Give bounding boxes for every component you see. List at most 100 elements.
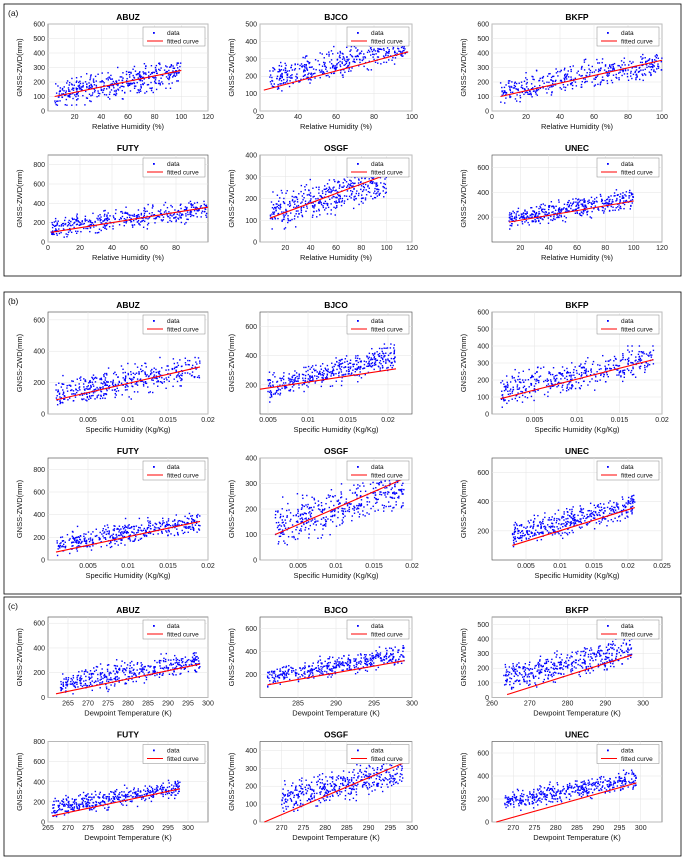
data-point [541, 208, 543, 211]
data-point [55, 103, 57, 106]
legend-data-label: data [371, 464, 384, 471]
data-point [622, 353, 624, 355]
data-point [631, 67, 633, 69]
data-point [337, 503, 340, 505]
data-point [318, 188, 320, 191]
data-point [585, 74, 587, 77]
data-point [183, 526, 185, 528]
data-point [78, 224, 81, 226]
data-point [551, 383, 553, 385]
data-point [608, 202, 610, 205]
data-point [609, 359, 612, 361]
data-point [374, 61, 377, 64]
data-point [576, 372, 578, 374]
data-point [571, 374, 573, 376]
data-point [57, 220, 59, 222]
data-point [356, 50, 358, 52]
data-point [100, 382, 102, 384]
data-point [610, 70, 612, 72]
data-point [129, 90, 132, 92]
data-point [55, 232, 58, 235]
data-point [184, 515, 186, 518]
data-point [173, 72, 176, 74]
data-point [170, 73, 172, 75]
data-point [592, 360, 595, 363]
data-point [363, 360, 366, 362]
data-point [383, 356, 385, 358]
data-point [142, 383, 145, 386]
data-point [647, 364, 649, 367]
data-point [649, 351, 652, 353]
data-point [75, 548, 78, 550]
data-point [597, 83, 599, 86]
data-point [503, 400, 505, 402]
data-point [165, 210, 167, 212]
data-point [269, 401, 271, 403]
data-point [104, 209, 106, 212]
data-point [173, 519, 176, 522]
data-point [291, 200, 294, 202]
data-point [297, 216, 299, 218]
data-point [121, 531, 123, 533]
data-point [170, 533, 172, 535]
data-point [586, 213, 589, 216]
data-point [155, 377, 157, 380]
data-point [142, 217, 144, 220]
data-point [535, 220, 537, 222]
data-point [321, 196, 323, 199]
data-point [648, 71, 651, 73]
data-point [305, 55, 307, 57]
data-point [110, 89, 113, 91]
data-point [519, 381, 522, 384]
data-point [530, 382, 532, 385]
data-point [343, 366, 345, 369]
data-point [335, 68, 337, 70]
data-point [129, 219, 132, 222]
data-point [509, 88, 511, 91]
data-point [76, 525, 79, 528]
data-point [155, 64, 158, 67]
data-point [517, 210, 519, 213]
data-point [319, 365, 322, 367]
data-point [190, 528, 192, 530]
data-point [126, 82, 128, 84]
data-point [379, 360, 382, 362]
data-point [401, 55, 403, 57]
data-point [170, 64, 173, 66]
data-point [536, 370, 538, 373]
data-point [565, 76, 567, 78]
data-point [128, 214, 130, 216]
data-point [554, 218, 556, 221]
data-point [292, 374, 294, 377]
data-point [344, 508, 346, 510]
data-point [379, 369, 381, 371]
data-point [611, 64, 613, 66]
data-point [368, 60, 371, 63]
data-point [391, 510, 393, 512]
data-point [386, 347, 389, 349]
y-tick-label: 300 [477, 65, 489, 72]
data-point [142, 76, 145, 79]
data-point [322, 528, 324, 530]
data-point [196, 363, 198, 365]
data-point [271, 217, 273, 220]
data-point [528, 368, 530, 371]
data-point [56, 223, 59, 225]
data-point [574, 81, 577, 83]
data-point [543, 216, 546, 219]
x-tick-label: 120 [406, 245, 418, 252]
data-point [516, 400, 519, 402]
data-point [393, 491, 395, 493]
data-point [610, 67, 612, 69]
data-point [579, 199, 581, 201]
data-point [333, 45, 335, 48]
data-point [612, 63, 614, 66]
data-point [580, 385, 583, 387]
data-point [295, 79, 297, 81]
data-point [173, 519, 176, 521]
data-point [357, 381, 359, 383]
data-point [96, 395, 99, 397]
data-point [362, 58, 365, 60]
data-point [94, 376, 97, 379]
